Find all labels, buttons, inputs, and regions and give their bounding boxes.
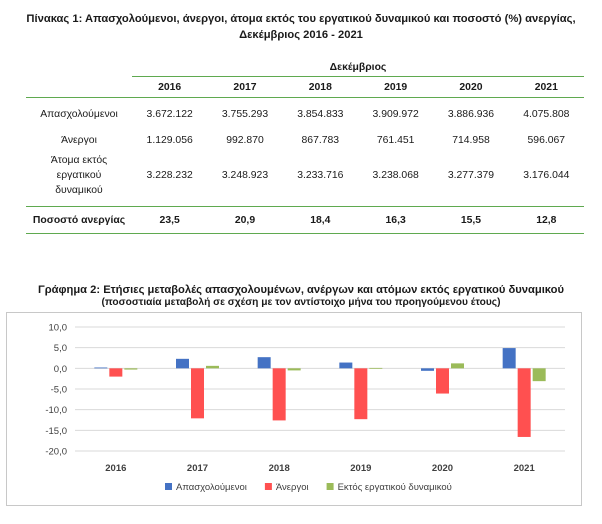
legend-swatch bbox=[264, 483, 272, 490]
bar-2 bbox=[517, 368, 531, 437]
table-cell: 3.233.716 bbox=[297, 169, 344, 181]
table-cell: 3.854.833 bbox=[297, 108, 344, 120]
year-header: 2021 bbox=[508, 76, 584, 98]
y-tick-label: -10,0 bbox=[45, 405, 67, 416]
table-cell: 3.228.232 bbox=[146, 169, 193, 181]
table-row: Απασχολούμενοι 3.672.122 3.755.293 3.854… bbox=[26, 104, 584, 124]
year-header: 2017 bbox=[207, 76, 283, 98]
bar-2 bbox=[191, 368, 204, 419]
year-header: 2020 bbox=[433, 76, 509, 98]
employment-table: Δεκέμβριος 2016 2017 2018 2019 2020 2021… bbox=[26, 58, 584, 234]
chart-area: 10,0 5,0 0,0 -5,0 -10,0 -15,0 -20,0 2016 2017 201… bbox=[6, 312, 582, 506]
bar-2 bbox=[272, 368, 286, 421]
table-cell: 18,4 bbox=[282, 206, 358, 234]
x-tick-label: 2020 bbox=[432, 463, 453, 474]
bar-3 bbox=[532, 368, 546, 382]
table-row: Άνεργοι 1.129.056 992.870 867.783 761.45… bbox=[26, 130, 584, 150]
table-cell: 3.672.122 bbox=[146, 108, 193, 120]
table-cell: 3.238.068 bbox=[372, 169, 419, 181]
table-cell: 4.075.808 bbox=[523, 108, 570, 120]
table-cell: 16,3 bbox=[357, 206, 434, 234]
bar-3 bbox=[206, 365, 219, 369]
legend-label: Απασχολούμενοι bbox=[176, 482, 247, 493]
bar-2 bbox=[354, 368, 368, 420]
table-row: Άτομα εκτός εργατικού δυναμικού 3.228.23… bbox=[26, 150, 584, 200]
y-tick-label: -15,0 bbox=[45, 426, 67, 437]
table-cell: 992.870 bbox=[226, 134, 264, 146]
chart-title: Γράφημα 2: Ετήσιες μεταβολές απασχολουμέ… bbox=[37, 284, 565, 296]
x-tick-label: 2018 bbox=[269, 463, 290, 474]
x-tick-label: 2021 bbox=[514, 463, 536, 474]
row-label: Άνεργοι bbox=[61, 134, 97, 146]
bar-1 bbox=[502, 348, 516, 369]
year-header: 2016 bbox=[132, 76, 208, 98]
group-header: Δεκέμβριος bbox=[132, 58, 584, 77]
bar-3 bbox=[369, 367, 383, 369]
bar-1 bbox=[176, 358, 189, 369]
x-tick-label: 2019 bbox=[350, 463, 371, 474]
y-tick-label: 10,0 bbox=[49, 323, 68, 334]
bar-3 bbox=[287, 368, 301, 371]
table-cell: 596.067 bbox=[527, 134, 566, 146]
year-header: 2018 bbox=[282, 76, 358, 98]
table-title-line1: Πίνακας 1: Απασχολούμενοι, άνεργοι, άτομ… bbox=[26, 13, 576, 25]
legend-swatch bbox=[165, 483, 172, 490]
bar-chart: 10,0 5,0 0,0 -5,0 -10,0 -15,0 -20,0 2016 2017 201… bbox=[45, 323, 565, 493]
table-cell: 3.755.293 bbox=[221, 108, 269, 120]
bar-3 bbox=[451, 363, 464, 369]
legend-label: Άνεργοι bbox=[276, 482, 309, 493]
year-header: 2019 bbox=[357, 76, 434, 98]
table-cell: 3.248.923 bbox=[221, 169, 269, 181]
y-tick-label: -20,0 bbox=[45, 447, 67, 458]
row-label: Άτομα εκτός εργατικού δυναμικού bbox=[50, 154, 108, 196]
table-cell: 3.176.044 bbox=[523, 169, 570, 181]
table-title-line2: Δεκέμβριος 2016 - 2021 bbox=[239, 29, 363, 41]
y-tick-label: 5,0 bbox=[54, 343, 67, 354]
bar-1 bbox=[257, 357, 271, 369]
bar-3 bbox=[124, 368, 138, 370]
x-tick-label: 2016 bbox=[105, 463, 126, 474]
bar-2 bbox=[109, 368, 123, 377]
row-label: Ποσοστό ανεργίας bbox=[26, 206, 132, 234]
bar-1 bbox=[421, 368, 434, 371]
bar-2 bbox=[436, 368, 449, 394]
table-title: Πίνακας 1: Απασχολούμενοι, άνεργοι, άτομ… bbox=[0, 11, 602, 43]
bar-1 bbox=[339, 362, 353, 369]
row-label: Απασχολούμενοι bbox=[40, 108, 118, 120]
table-cell: 3.909.972 bbox=[372, 108, 419, 120]
x-tick-label: 2017 bbox=[187, 463, 208, 474]
legend-label: Εκτός εργατικού δυναμικού bbox=[338, 482, 452, 493]
table-cell: 3.886.936 bbox=[447, 108, 495, 120]
table-cell: 714.958 bbox=[452, 134, 490, 146]
bar-1 bbox=[94, 367, 108, 369]
table-cell: 20,9 bbox=[207, 206, 283, 234]
y-tick-label: -5,0 bbox=[51, 385, 67, 396]
table-cell: 12,8 bbox=[508, 206, 584, 234]
table-cell: 15,5 bbox=[433, 206, 509, 234]
table-row-rate: Ποσοστό ανεργίας 23,5 20,9 18,4 16,3 15,… bbox=[26, 206, 584, 234]
legend-swatch bbox=[326, 483, 334, 490]
table-cell: 1.129.056 bbox=[146, 134, 193, 146]
table-cell: 3.277.379 bbox=[447, 169, 495, 181]
chart-subtitle: (ποσοστιαία μεταβολή σε σχέση με τον αντ… bbox=[101, 297, 501, 308]
table-cell: 867.783 bbox=[301, 134, 340, 146]
table-cell: 23,5 bbox=[132, 206, 208, 234]
y-tick-label: 0,0 bbox=[54, 364, 67, 375]
table-cell: 761.451 bbox=[376, 134, 415, 146]
